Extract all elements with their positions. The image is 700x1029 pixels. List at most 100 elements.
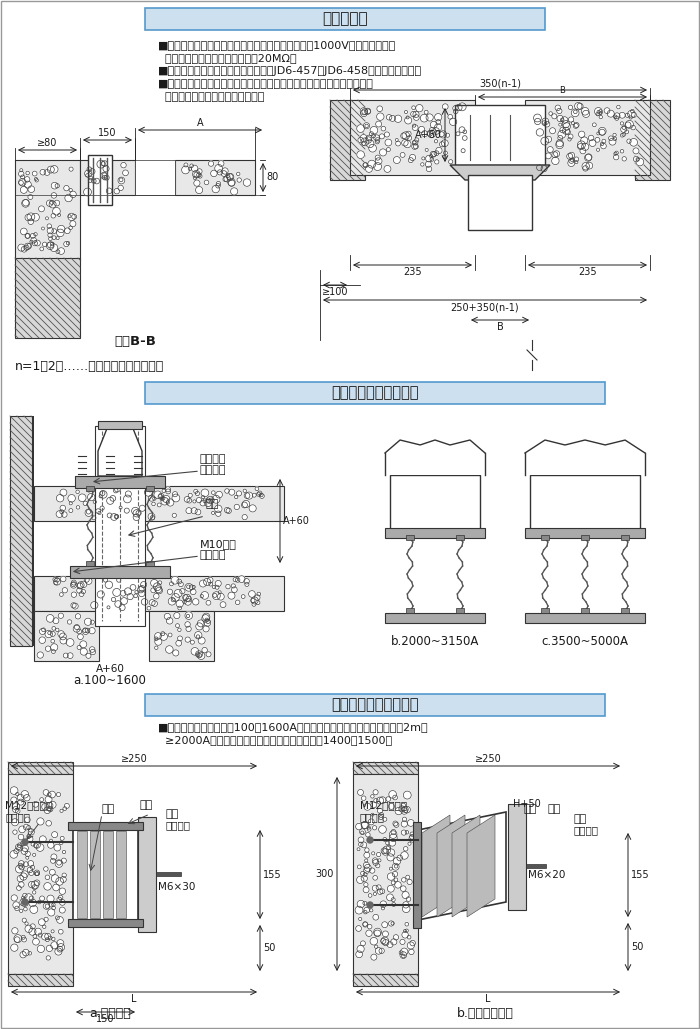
- Circle shape: [609, 138, 616, 145]
- Circle shape: [203, 626, 209, 632]
- Circle shape: [233, 577, 237, 581]
- Circle shape: [55, 577, 60, 582]
- Bar: [530, 475, 640, 530]
- Circle shape: [92, 179, 96, 183]
- Circle shape: [556, 140, 564, 147]
- Circle shape: [356, 876, 364, 884]
- Circle shape: [405, 929, 408, 932]
- Text: ≥250: ≥250: [120, 754, 148, 764]
- Circle shape: [615, 151, 618, 154]
- Circle shape: [18, 863, 23, 868]
- Circle shape: [161, 632, 164, 636]
- Circle shape: [52, 228, 57, 234]
- Circle shape: [386, 147, 391, 151]
- Circle shape: [243, 489, 246, 493]
- Circle shape: [378, 859, 381, 862]
- Circle shape: [360, 842, 367, 848]
- Circle shape: [212, 592, 220, 600]
- Text: 支架: 支架: [573, 814, 587, 824]
- Bar: [73, 827, 138, 922]
- Circle shape: [52, 937, 55, 941]
- Circle shape: [225, 584, 230, 589]
- Circle shape: [400, 952, 407, 958]
- Circle shape: [49, 201, 56, 208]
- Circle shape: [19, 180, 23, 185]
- Text: ■安装时请参照建筑电器安装工程图集JD6-457、JD6-458相关的标准进行。: ■安装时请参照建筑电器安装工程图集JD6-457、JD6-458相关的标准进行。: [158, 66, 422, 76]
- Circle shape: [184, 497, 190, 502]
- Circle shape: [386, 846, 391, 849]
- Circle shape: [20, 910, 23, 913]
- Circle shape: [365, 108, 371, 114]
- Circle shape: [395, 141, 400, 146]
- Circle shape: [402, 891, 409, 898]
- Circle shape: [227, 174, 233, 180]
- Circle shape: [571, 109, 579, 116]
- Circle shape: [161, 496, 165, 500]
- Circle shape: [404, 140, 411, 148]
- Circle shape: [22, 845, 29, 852]
- Circle shape: [414, 138, 419, 142]
- Circle shape: [154, 491, 162, 499]
- Circle shape: [67, 619, 72, 625]
- Circle shape: [367, 837, 373, 843]
- Circle shape: [64, 227, 70, 234]
- Circle shape: [218, 161, 224, 167]
- Circle shape: [44, 917, 48, 922]
- Circle shape: [364, 908, 370, 913]
- Circle shape: [383, 939, 389, 946]
- Circle shape: [371, 802, 377, 808]
- Circle shape: [581, 107, 589, 115]
- Circle shape: [33, 934, 36, 938]
- Circle shape: [405, 117, 412, 125]
- Circle shape: [626, 139, 631, 143]
- Circle shape: [445, 133, 449, 137]
- Circle shape: [119, 178, 123, 182]
- Circle shape: [174, 590, 182, 598]
- Circle shape: [193, 176, 197, 180]
- Circle shape: [580, 148, 586, 154]
- Circle shape: [391, 897, 395, 901]
- Circle shape: [357, 900, 365, 908]
- Text: 50: 50: [631, 942, 643, 952]
- Circle shape: [188, 168, 192, 171]
- Circle shape: [196, 623, 203, 630]
- Circle shape: [196, 635, 200, 638]
- Circle shape: [554, 150, 560, 156]
- Circle shape: [360, 828, 365, 835]
- Circle shape: [19, 864, 24, 870]
- Circle shape: [211, 170, 217, 177]
- Circle shape: [403, 791, 411, 800]
- Circle shape: [575, 103, 582, 110]
- Circle shape: [220, 602, 226, 608]
- Text: H+50: H+50: [513, 799, 540, 809]
- Circle shape: [111, 513, 118, 521]
- Circle shape: [552, 151, 558, 157]
- Circle shape: [202, 496, 204, 499]
- Circle shape: [20, 169, 23, 172]
- Circle shape: [222, 168, 228, 174]
- Circle shape: [90, 169, 95, 174]
- Circle shape: [28, 186, 35, 192]
- Circle shape: [85, 628, 90, 633]
- Circle shape: [56, 250, 60, 254]
- Circle shape: [364, 864, 371, 872]
- Bar: [581, 535, 589, 540]
- Circle shape: [34, 872, 38, 876]
- Circle shape: [360, 941, 365, 946]
- Circle shape: [192, 586, 195, 589]
- Circle shape: [431, 151, 436, 156]
- Circle shape: [358, 837, 364, 843]
- Circle shape: [127, 594, 133, 600]
- Circle shape: [574, 122, 579, 128]
- Circle shape: [60, 633, 66, 640]
- Circle shape: [582, 166, 588, 171]
- Circle shape: [402, 132, 409, 139]
- Circle shape: [45, 630, 52, 638]
- Circle shape: [636, 158, 644, 166]
- Circle shape: [389, 921, 394, 926]
- Circle shape: [98, 511, 101, 514]
- Circle shape: [377, 106, 383, 111]
- Text: M6×20: M6×20: [528, 870, 566, 880]
- Circle shape: [123, 495, 132, 503]
- Circle shape: [46, 242, 54, 250]
